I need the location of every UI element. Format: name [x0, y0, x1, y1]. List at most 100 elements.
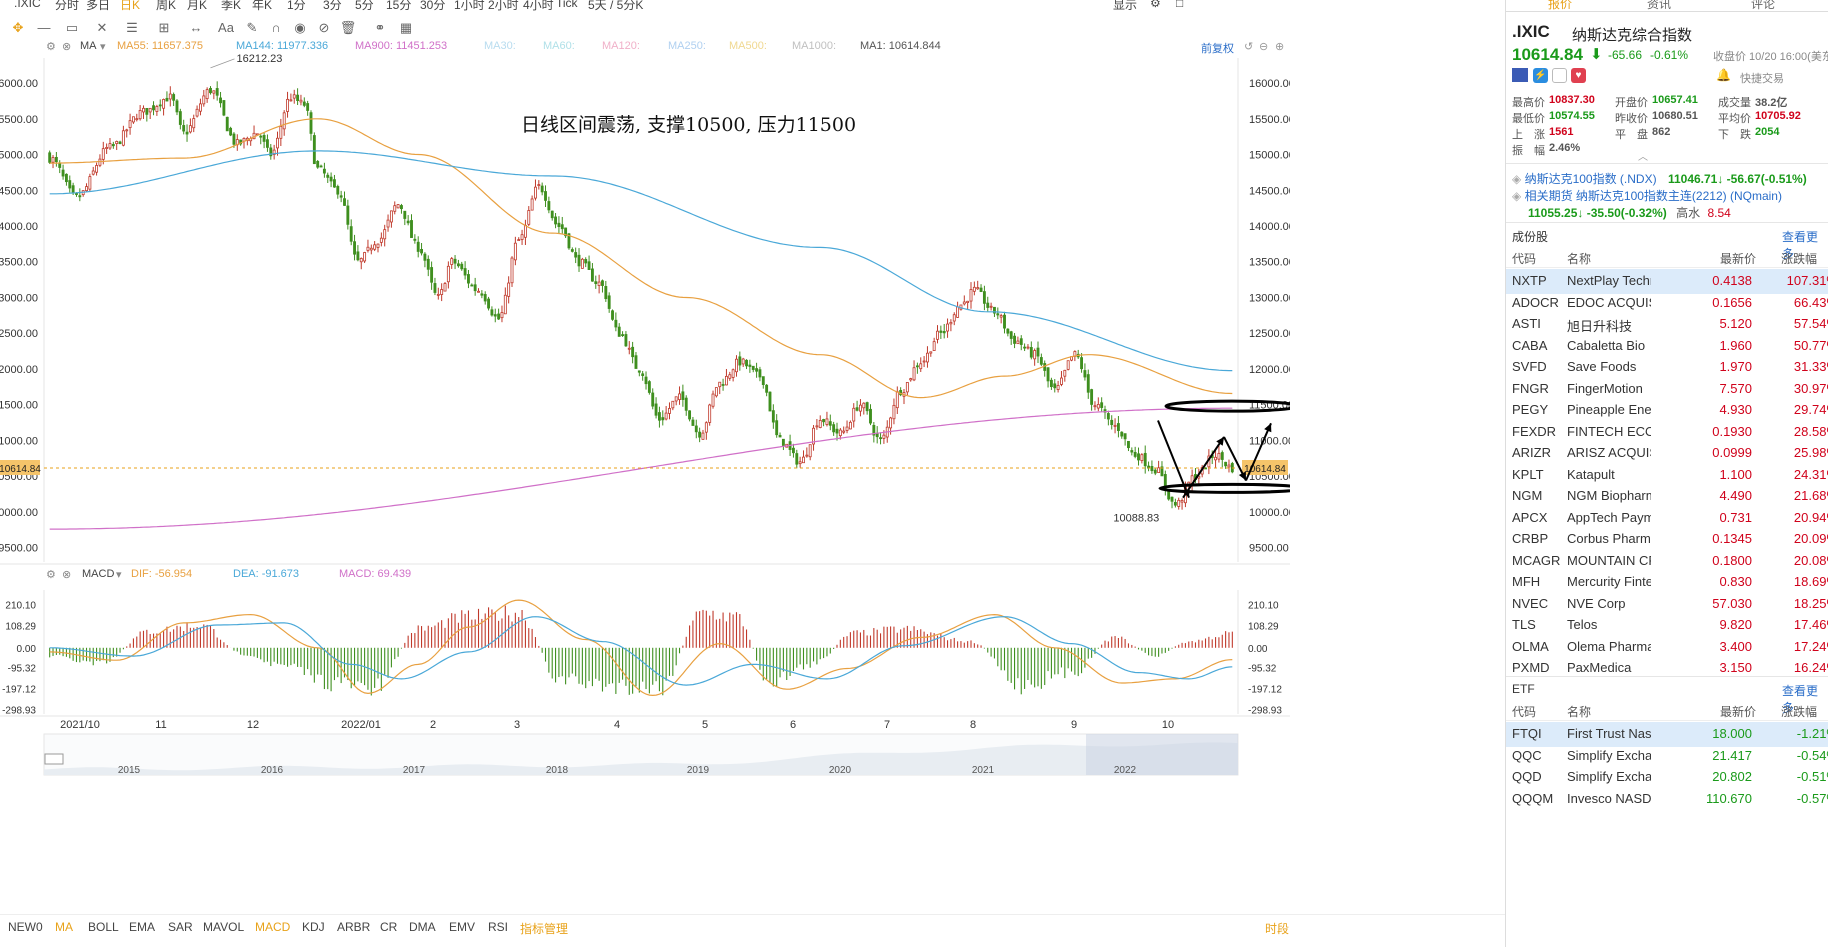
timeframe-tab[interactable]: 2小时: [488, 0, 519, 12]
indicator-tab[interactable]: EMV: [449, 920, 476, 934]
collapse-icon[interactable]: ︿: [1638, 152, 1648, 163]
pattern-tool-icon[interactable]: ✕: [96, 20, 108, 35]
column-header[interactable]: 代码: [1512, 252, 1537, 266]
link-icon[interactable]: ⚭: [374, 20, 386, 35]
trash-icon[interactable]: 🗑: [339, 20, 357, 35]
text-tool-icon[interactable]: Aa: [218, 20, 234, 35]
table-row[interactable]: QQD Simplify Exchange 20.802 -0.51%: [1506, 765, 1828, 790]
indicator-tab[interactable]: RSI: [488, 920, 509, 934]
macd-settings-icon[interactable]: ⚙: [46, 569, 56, 581]
chart-annotation[interactable]: 日线区间震荡, 支撑10500, 压力11500: [521, 114, 857, 136]
line-tool-icon[interactable]: —: [37, 20, 51, 35]
brush-tool-icon[interactable]: ✎: [246, 20, 258, 35]
indicator-tab[interactable]: DMA: [409, 920, 436, 934]
measure-tool-icon[interactable]: ⊞: [158, 20, 170, 35]
table-row[interactable]: NXTP NextPlay Techno 0.4138 107.31%: [1506, 269, 1828, 294]
news-icon[interactable]: [1552, 68, 1567, 83]
chart-canvas[interactable]: 16000.00 16000.00 15500.00 15500.00 15000.00…: [0, 40, 1290, 914]
indicator-tab[interactable]: EMA: [129, 920, 156, 934]
favorite-icon[interactable]: ♥: [1571, 68, 1586, 83]
table-row[interactable]: NVEC NVE Corp 57.030 18.25%: [1506, 592, 1828, 617]
layout-icon[interactable]: ▦: [399, 20, 413, 35]
indicator-tab[interactable]: NEW0: [8, 920, 43, 934]
column-header[interactable]: 最新价: [1720, 252, 1757, 266]
timeframe-tab[interactable]: 3分: [323, 0, 342, 12]
quick-trade-button[interactable]: 快捷交易: [1740, 73, 1784, 85]
fib-tool-icon[interactable]: ☰: [126, 20, 138, 35]
table-row[interactable]: FEXDR FINTECH ECOSYS 0.1930 28.58%: [1506, 420, 1828, 445]
indicator-tab[interactable]: KDJ: [302, 920, 325, 934]
timeframe-tab[interactable]: Tick: [556, 0, 578, 10]
indicator-tab[interactable]: MA: [55, 920, 73, 934]
timeframe-tab[interactable]: 15分: [386, 0, 412, 12]
timeframe-tab[interactable]: 周K: [156, 0, 177, 12]
timeframe-tab[interactable]: 30分: [420, 0, 446, 12]
indicator-tab[interactable]: MAVOL: [203, 920, 245, 934]
zoom-in-icon[interactable]: ⊕: [1275, 41, 1285, 53]
related-ndx[interactable]: ◈ 纳斯达克100指数 (.NDX) 11046.71↓ -56.67(-0.5…: [1512, 170, 1807, 187]
table-row[interactable]: QQC Simplify Exchange 21.417 -0.54%: [1506, 744, 1828, 769]
adjust-mode-button[interactable]: 前复权: [1201, 43, 1234, 55]
table-row[interactable]: FTQI First Trust Nasdaq 18.000 -1.21%: [1506, 722, 1828, 747]
table-row[interactable]: OLMA Olema Pharmac 3.400 17.24%: [1506, 635, 1828, 660]
reset-icon[interactable]: ↺: [1244, 41, 1254, 53]
indicator-tab[interactable]: MACD: [255, 920, 291, 934]
quote-tab[interactable]: 报价: [1548, 0, 1573, 11]
hide-icon[interactable]: ⊘: [318, 20, 330, 35]
zoom-out-icon[interactable]: ⊖: [1259, 41, 1269, 53]
timeframe-tab[interactable]: 4小时: [523, 0, 554, 12]
close-icon[interactable]: ⊗: [62, 41, 72, 53]
table-row[interactable]: TLS Telos 9.820 17.46%: [1506, 613, 1828, 638]
quote-tab[interactable]: 资讯: [1647, 0, 1672, 11]
table-row[interactable]: KPLT Katapult 1.100 24.31%: [1506, 463, 1828, 488]
bell-icon[interactable]: 🔔: [1716, 68, 1731, 82]
toolbar-right-item[interactable]: 显示: [1113, 0, 1138, 12]
table-row[interactable]: ADOCR EDOC ACQUISITI 0.1656 66.43%: [1506, 291, 1828, 316]
table-row[interactable]: FNGR FingerMotion 7.570 30.97%: [1506, 377, 1828, 402]
session-button[interactable]: 时段: [1265, 922, 1290, 936]
timeframe-tab[interactable]: 5分: [355, 0, 374, 12]
indicator-tab[interactable]: 指标管理: [520, 922, 569, 936]
eye-icon[interactable]: ◉: [294, 20, 306, 35]
quote-tab[interactable]: 评论: [1751, 0, 1776, 11]
indicator-tab[interactable]: CR: [380, 920, 398, 934]
column-header[interactable]: 最新价: [1720, 705, 1757, 719]
indicator-tab[interactable]: ARBR: [337, 920, 371, 934]
timeframe-tab[interactable]: 多日: [86, 0, 111, 12]
timeframe-tab[interactable]: 1分: [287, 0, 306, 12]
table-row[interactable]: MCAGR MOUNTAIN CREST 0.1800 20.08%: [1506, 549, 1828, 574]
table-row[interactable]: MFH Mercurity Fintech 0.830 18.69%: [1506, 570, 1828, 595]
column-header[interactable]: 涨跌幅: [1781, 252, 1818, 266]
column-header[interactable]: 涨跌幅: [1781, 705, 1818, 719]
timeframe-tab[interactable]: 日K: [120, 0, 141, 12]
table-row[interactable]: PXMD PaxMedica 3.150 16.24%: [1506, 656, 1828, 681]
toolbar-right-item[interactable]: □: [1176, 0, 1184, 10]
macd-close-icon[interactable]: ⊗: [62, 569, 72, 581]
indicator-tab[interactable]: SAR: [168, 920, 193, 934]
table-row[interactable]: NGM NGM Biopharma 4.490 21.68%: [1506, 484, 1828, 509]
table-row[interactable]: QQQM Invesco NASDAQ 110.670 -0.57%: [1506, 787, 1828, 812]
timeframe-tab[interactable]: .IXIC: [14, 0, 41, 10]
settings-icon[interactable]: ⚙: [46, 41, 56, 53]
table-row[interactable]: ARIZR ARISZ ACQUISITI 0.0999 25.98%: [1506, 441, 1828, 466]
arrow-tool-icon[interactable]: ↔: [189, 20, 203, 35]
flash-icon[interactable]: ⚡: [1533, 68, 1548, 83]
macd-chevron-icon[interactable]: ▾: [116, 569, 122, 581]
etf-more-link[interactable]: 查看更多: [1782, 684, 1819, 715]
magnet-icon[interactable]: ∩: [271, 20, 281, 35]
column-header[interactable]: 代码: [1512, 705, 1537, 719]
constituents-more-link[interactable]: 查看更多: [1782, 230, 1819, 261]
related-futures[interactable]: ◈ 相关期货 纳斯达克100指数主连(2212) (NQmain): [1512, 187, 1782, 204]
timeframe-tab[interactable]: 5天 / 5分K: [588, 0, 644, 12]
timeframe-tab[interactable]: 年K: [252, 0, 273, 12]
crosshair-icon[interactable]: ✥: [12, 20, 24, 35]
timeframe-tab[interactable]: 月K: [187, 0, 208, 12]
table-row[interactable]: ASTI 旭日升科技 5.120 57.54%: [1506, 312, 1828, 337]
table-row[interactable]: APCX AppTech Payments 0.731 20.94%: [1506, 506, 1828, 531]
column-header[interactable]: 名称: [1567, 705, 1592, 719]
column-header[interactable]: 名称: [1567, 252, 1592, 266]
table-row[interactable]: CRBP Corbus Pharma 0.1345 20.09%: [1506, 527, 1828, 552]
table-row[interactable]: CABA Cabaletta Bio 1.960 50.77%: [1506, 334, 1828, 359]
chevron-down-icon[interactable]: ▾: [100, 41, 106, 53]
timeframe-tab[interactable]: 季K: [221, 0, 242, 12]
